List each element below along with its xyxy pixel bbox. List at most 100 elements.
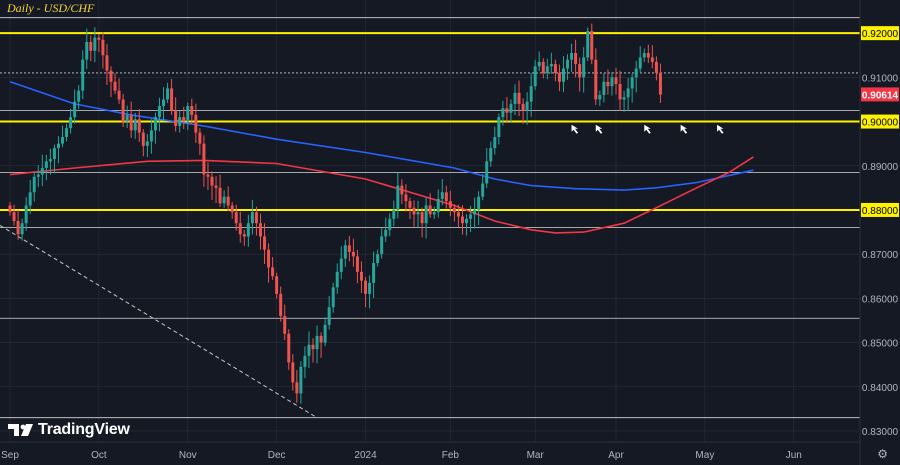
candle-up <box>630 77 634 89</box>
candle-up <box>424 205 428 224</box>
candle-down <box>400 185 404 195</box>
gear-icon[interactable]: ⚙ <box>877 447 888 461</box>
candle-up <box>372 262 376 283</box>
candle-up <box>153 117 157 131</box>
candle-down <box>578 64 582 78</box>
candles <box>8 23 662 404</box>
price-tag-highlight <box>861 26 899 41</box>
candle-down <box>234 212 238 224</box>
candle-up <box>186 106 190 122</box>
time-tick-label: Oct <box>91 450 107 461</box>
candle-down <box>101 39 105 56</box>
time-tick-label: Feb <box>442 450 460 461</box>
price-axis: 0.83000 0.84000 0.85000 0.86000 0.87000 0.880… <box>859 0 900 465</box>
candle-down <box>606 81 610 87</box>
candle-down <box>254 212 258 224</box>
candle-up <box>529 86 533 102</box>
candle-down <box>89 41 93 51</box>
candle-down <box>137 119 141 133</box>
candle-down <box>287 333 291 363</box>
candle-down <box>364 280 368 294</box>
time-tick-label: Jun <box>786 450 802 461</box>
candle-down <box>505 108 509 113</box>
candle-up <box>473 209 477 215</box>
candle-up <box>432 212 436 215</box>
candle-down <box>8 205 12 213</box>
time-tick-label: Nov <box>179 450 197 461</box>
candle-up <box>299 366 303 394</box>
candle-up <box>582 57 586 78</box>
candle-up <box>61 137 65 144</box>
candle-down <box>295 382 299 394</box>
tradingview-icon <box>8 424 33 436</box>
candle-up <box>69 117 73 129</box>
candle-down <box>456 212 460 217</box>
candle-down <box>521 103 525 111</box>
candle-down <box>646 53 650 58</box>
candle-up <box>477 196 481 210</box>
arrow-marker <box>644 124 651 134</box>
candle-up <box>52 148 56 160</box>
candle-up <box>85 41 89 60</box>
candle-up <box>246 223 250 237</box>
candle-up <box>525 101 529 111</box>
candle-down <box>242 234 246 237</box>
candle-up <box>162 99 166 107</box>
candle-up <box>436 198 440 213</box>
candle-down <box>271 267 275 277</box>
candle-down <box>594 59 598 100</box>
price-tag-highlight <box>861 114 899 129</box>
candle-down <box>105 55 109 71</box>
candle-down <box>614 77 618 84</box>
arrow-marker <box>717 124 724 134</box>
candle-down <box>311 344 315 350</box>
candle-down <box>541 61 545 73</box>
candle-up <box>416 212 420 215</box>
candle-down <box>258 223 262 237</box>
candle-up <box>166 88 170 100</box>
time-tick-label: Apr <box>608 450 624 461</box>
candle-down <box>206 174 210 177</box>
candle-down <box>214 185 218 188</box>
time-tick-label: Mar <box>527 450 545 461</box>
price-tick-label: 0.83000 <box>862 427 899 438</box>
candle-down <box>618 83 622 100</box>
arrow-marker <box>571 124 579 134</box>
candle-up <box>489 148 493 162</box>
candle-down <box>359 271 363 281</box>
candle-down <box>650 57 654 62</box>
price-tick-label: 0.88000 <box>862 206 899 217</box>
candle-up <box>602 81 606 96</box>
candle-up <box>335 271 339 288</box>
candle-down <box>408 201 412 208</box>
candle-down <box>355 256 359 272</box>
candle-down <box>654 61 658 73</box>
tradingview-logo: TradingView <box>8 421 130 439</box>
candle-down <box>460 216 464 224</box>
candle-up <box>384 229 388 237</box>
candle-up <box>485 161 489 184</box>
candle-up <box>368 282 372 294</box>
candle-up <box>315 335 319 350</box>
candle-up <box>509 103 513 113</box>
candle-up <box>501 108 505 118</box>
candle-down <box>202 143 206 175</box>
candle-up <box>626 88 630 98</box>
candle-up <box>598 95 602 100</box>
candle-up <box>537 61 541 67</box>
candle-down <box>129 114 133 131</box>
time-tick-label: 2024 <box>354 450 377 461</box>
candle-down <box>452 207 456 213</box>
candle-up <box>533 66 537 87</box>
candle-down <box>230 205 234 213</box>
candle-up <box>81 59 85 91</box>
candle-up <box>610 77 614 87</box>
candle-down <box>658 72 662 95</box>
candle-down <box>12 212 16 221</box>
moving-average-blue <box>9 81 754 191</box>
candle-down <box>182 117 186 122</box>
candle-up <box>642 53 646 58</box>
candle-up <box>24 205 28 224</box>
candle-up <box>65 128 69 138</box>
